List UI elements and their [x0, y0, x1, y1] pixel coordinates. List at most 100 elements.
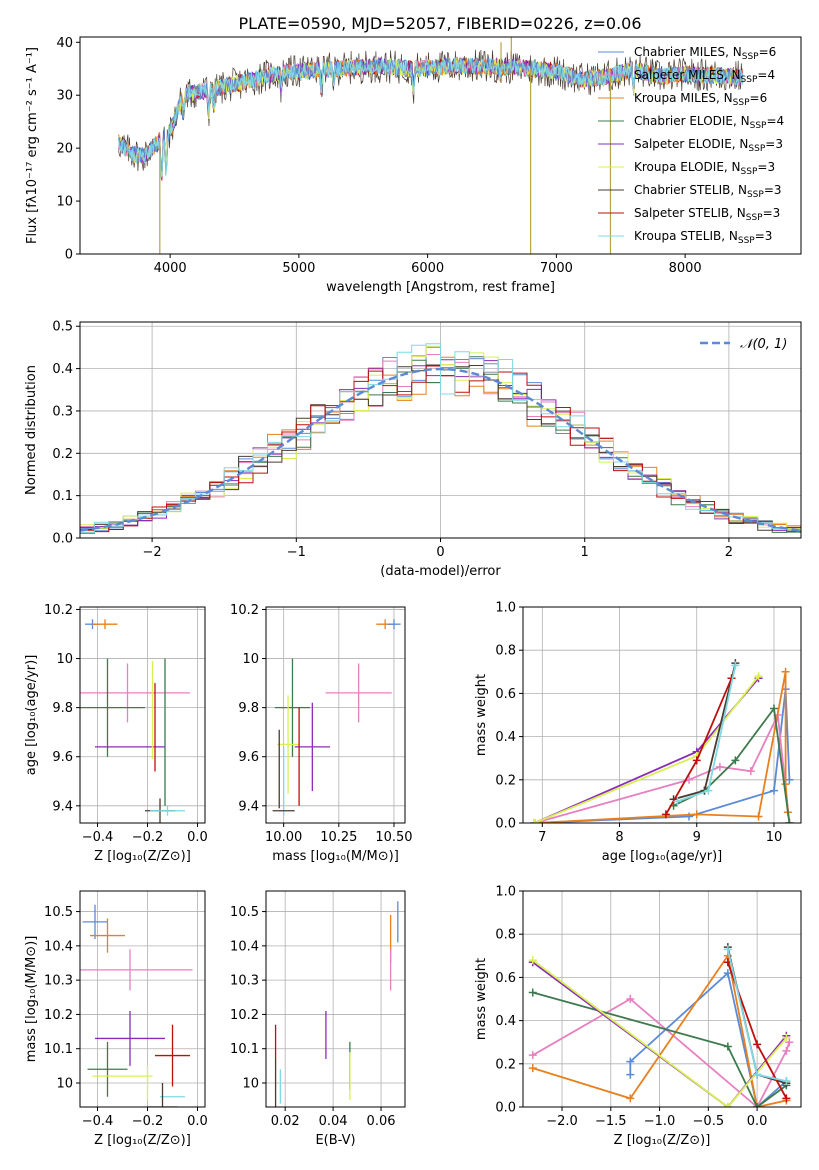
y-tick-label: 0.4 [495, 730, 516, 745]
y-tick-label: 0.8 [495, 644, 516, 659]
x-tick-label: 5000 [282, 261, 315, 276]
weight-point [626, 1094, 635, 1103]
weight-point [626, 1070, 635, 1079]
age-vs-metallicity-panel: −0.4 −0.2 0.0 9.4 9.6 9.8 10 10.2 Z [log₁₀(Z/Z⊙)… [24, 603, 208, 864]
y-axis-label: mass weight [474, 958, 489, 1040]
y-tick-label: 9.4 [238, 799, 259, 814]
y-tick-label: 9.8 [52, 701, 73, 716]
weight-point [746, 767, 755, 776]
x-tick-label: 10 [766, 830, 783, 845]
y-tick-label: 0.6 [495, 687, 516, 702]
y-tick-label: 0.6 [495, 971, 516, 986]
y-tick-label: 0.0 [495, 1101, 516, 1116]
weight-point [528, 1064, 537, 1073]
axes-frame [79, 890, 206, 1108]
weight-point [769, 704, 778, 713]
y-tick-label: 0.3 [52, 404, 73, 419]
weight-point [782, 1046, 791, 1055]
x-axis-label: mass [log₁₀(M/M⊙)] [272, 849, 399, 864]
y-tick-label: 40 [56, 36, 73, 51]
y-tick-label: 0.0 [495, 817, 516, 832]
weight-line-chabrier-stelib [673, 662, 737, 801]
normal-curve [80, 367, 801, 532]
plot-area [274, 901, 399, 1107]
axes-frame [265, 606, 406, 824]
x-axis-label: Z [log₁₀(Z/Z⊙)] [94, 1133, 191, 1148]
weight-point [782, 1033, 791, 1042]
y-tick-label: 10.2 [230, 603, 259, 618]
y-tick-label: 0.8 [495, 928, 516, 943]
axes-frame [522, 890, 802, 1108]
plot-area [528, 943, 794, 1107]
y-tick-label: 0.2 [495, 1057, 516, 1072]
x-tick-label: −1 [287, 545, 306, 560]
age-vs-mass-panel: 10.00 10.25 10.50 9.4 9.6 9.8 10 10.2 mass [log₁… [230, 603, 413, 864]
mass-vs-metallicity-panel: −0.4 −0.2 0.0 10 10.1 10.2 10.3 10.4 10.5 Z [log₁… [24, 890, 208, 1148]
weight-point [785, 819, 794, 823]
weight-point [661, 810, 670, 819]
plot-area [80, 343, 801, 536]
legend-entry: Kroupa ELODIE, NSSP=3 [634, 160, 775, 177]
weight-point [692, 756, 701, 765]
weight-point [692, 810, 701, 819]
plot-area [80, 619, 190, 823]
y-tick-label: 9.6 [52, 750, 73, 765]
y-tick-label: 0.4 [495, 1014, 516, 1029]
axes-frame [79, 606, 206, 824]
weight-point [528, 956, 537, 965]
x-tick-label: −2 [143, 545, 162, 560]
weight-point [781, 780, 790, 789]
axes-frame [79, 36, 802, 255]
y-axis-label: Flux [fλ10⁻¹⁷ erg cm⁻² s⁻¹ A⁻¹] [25, 47, 40, 244]
legend-entry: Chabrier MILES, NSSP=6 [634, 45, 776, 62]
x-tick-label: 9 [693, 830, 701, 845]
x-tick-label: 0.02 [271, 1114, 300, 1129]
x-tick-label: −0.2 [132, 830, 164, 845]
y-tick-label: 10.4 [44, 939, 73, 954]
x-tick-label: 7000 [540, 261, 573, 276]
x-axis-label: age [log₁₀(age/yr)] [602, 849, 723, 864]
weight-line-kroupa-elodie [534, 675, 760, 823]
axes-frame [522, 606, 802, 824]
spectrum-panel: 4000 5000 6000 7000 8000 0 10 20 30 40 wavelength … [25, 36, 802, 295]
weight-point [528, 988, 537, 997]
weight-point [723, 1042, 732, 1051]
x-tick-label: −0.4 [82, 1114, 114, 1129]
y-tick-label: 10.3 [44, 974, 73, 989]
legend-entry: Salpeter ELODIE, NSSP=3 [634, 137, 783, 154]
weight-line-salpeter-miles [532, 997, 791, 1107]
weight-point [723, 1103, 732, 1107]
x-tick-label: 0.06 [367, 1114, 396, 1129]
weight-point [785, 775, 794, 784]
x-tick-label: 8000 [669, 261, 702, 276]
y-tick-label: 0.5 [52, 320, 73, 335]
y-tick-label: 10.5 [230, 905, 259, 920]
y-tick-label: 1.0 [495, 601, 516, 616]
y-tick-label: 10 [56, 1077, 73, 1092]
spectrum-legend: Chabrier MILES, NSSP=6 Salpeter MILES, NS… [598, 45, 784, 246]
x-tick-label: 6000 [411, 261, 444, 276]
spectrum-line-kroupa-stelib [118, 57, 744, 179]
x-axis-label: Z [log₁₀(Z/Z⊙)] [94, 849, 191, 864]
x-tick-label: 10.25 [320, 830, 357, 845]
x-tick-label: 2 [725, 545, 733, 560]
x-tick-label: −0.4 [82, 830, 114, 845]
weight-line-chabrier-miles [534, 688, 791, 823]
y-axis-label: Normed distribution [24, 365, 39, 495]
y-tick-label: 10 [242, 1077, 259, 1092]
axes-frame [265, 890, 406, 1108]
y-tick-label: 10.5 [44, 905, 73, 920]
y-tick-label: 10.1 [230, 1042, 259, 1057]
weight-point [782, 1094, 791, 1103]
y-tick-label: 9.4 [52, 799, 73, 814]
weight-point [715, 762, 724, 771]
y-axis-label: age [log₁₀(age/yr)] [24, 655, 39, 776]
x-tick-label: 10.00 [265, 830, 302, 845]
y-tick-label: 20 [56, 142, 73, 157]
x-axis-label: wavelength [Angstrom, rest frame] [326, 280, 555, 295]
weight-line-salpeter-miles [534, 711, 791, 823]
weight-point [723, 945, 732, 954]
x-tick-label: 0.04 [319, 1114, 348, 1129]
y-tick-label: 0.2 [52, 447, 73, 462]
x-tick-label: −2.0 [546, 1114, 578, 1129]
